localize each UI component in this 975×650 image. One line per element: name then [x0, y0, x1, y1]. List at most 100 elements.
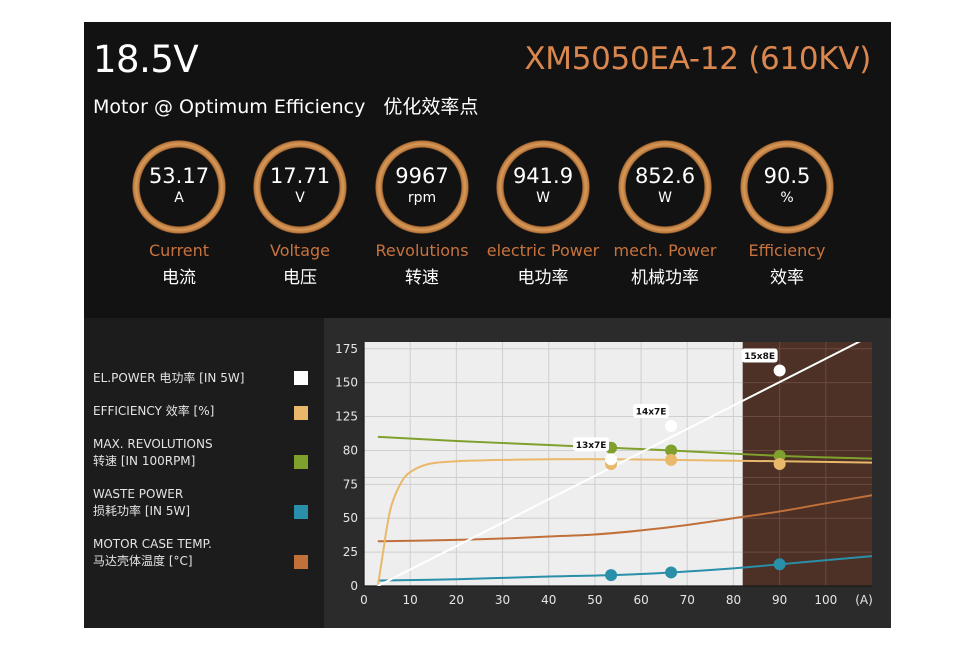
highlight-point-waste: [605, 569, 618, 582]
y-tick-label: 0: [350, 579, 358, 593]
gauge-label-cn: 转速: [405, 268, 439, 288]
chart-section: EL.POWER 电功率 [IN 5W] EFFICIENCY 效率 [%] M…: [84, 318, 891, 628]
highlight-point-waste: [665, 566, 678, 579]
x-tick-label: 100: [814, 593, 837, 607]
gauge-label-cn: 电功率: [517, 268, 569, 288]
highlight-point-efficiency: [773, 458, 786, 470]
subtitle-cn: 优化效率点: [383, 96, 479, 118]
legend-item-el-power: EL.POWER 电功率 [IN 5W]: [93, 370, 308, 387]
gauge-label-en: electric Power: [486, 241, 600, 260]
subtitle: Motor @ Optimum Efficiency 优化效率点: [93, 92, 478, 119]
x-tick-label: 60: [633, 593, 648, 607]
gauge-value: 852.6: [634, 164, 696, 188]
highlight-point-el-power: [773, 364, 786, 377]
gauge-ring: 941.9 W: [496, 140, 590, 234]
gauge-label-en: Efficiency: [748, 241, 826, 260]
point-label-box: [741, 348, 778, 363]
legend-label: WASTE POWER: [93, 487, 184, 501]
point-label-box: [573, 437, 610, 452]
legend-item-efficiency: EFFICIENCY 效率 [%]: [93, 403, 308, 420]
legend-label: EFFICIENCY 效率 [%]: [93, 404, 215, 418]
gauge-value: 90.5: [763, 164, 811, 188]
x-tick-label: 40: [541, 593, 556, 607]
x-tick-label: 10: [403, 593, 418, 607]
dashboard-panel: 18.5V XM5050EA-12 (610KV) Motor @ Optimu…: [84, 22, 891, 628]
legend-item-revolutions: MAX. REVOLUTIONS 转速 [IN 100RPM]: [93, 436, 308, 470]
gauge-label-en: Revolutions: [375, 241, 469, 260]
gauge-current: 53.17 A Current 电流: [119, 140, 239, 288]
performance-chart: 0 25 50 75 80 125 150 175 0 10 20 30 40 50 60 70 80 90 100…: [335, 342, 873, 607]
highlight-point-efficiency: [665, 453, 678, 466]
gauge-value: 9967: [395, 164, 449, 188]
gauge-unit: V: [295, 190, 305, 206]
gauge-label-cn: 电流: [162, 268, 196, 288]
gauge-efficiency: 90.5 % Efficiency 效率: [727, 140, 847, 288]
x-tick-label: 90: [772, 593, 787, 607]
gauge-unit: W: [658, 190, 672, 206]
x-tick-label: 70: [680, 593, 695, 607]
gauge-label-en: Current: [148, 241, 210, 260]
point-label-box: [633, 404, 670, 419]
highlight-point-el-power: [605, 453, 618, 466]
gauge-unit: A: [174, 190, 184, 206]
series-el-power: [377, 342, 861, 586]
subtitle-en: Motor @ Optimum Efficiency: [93, 96, 366, 118]
gauge-value: 17.71: [269, 164, 331, 188]
gauge-mech-power: 852.6 W mech. Power 机械功率: [605, 140, 725, 288]
gauge-ring: 53.17 A: [132, 140, 226, 234]
x-tick-label: 50: [587, 593, 602, 607]
legend-label-cn: 转速 [IN 100RPM]: [93, 454, 196, 468]
gauge-ring: 852.6 W: [618, 140, 712, 234]
gauge-unit: W: [536, 190, 550, 206]
gauge-ring: 17.71 V: [253, 140, 347, 234]
y-tick-label: 25: [343, 545, 358, 559]
gauge-unit: rpm: [407, 190, 437, 206]
highlight-point-revolutions: [665, 444, 678, 457]
gauge-unit: %: [780, 190, 794, 206]
model-title: XM5050EA-12 (610KV): [524, 41, 871, 77]
legend-swatch: [294, 505, 308, 519]
point-label: 13x7E: [576, 441, 607, 451]
legend-label: MOTOR CASE TEMP.: [93, 537, 212, 551]
legend-item-waste-power: WASTE POWER 损耗功率 [IN 5W]: [93, 486, 308, 520]
series-case-temp: [377, 494, 872, 543]
legend-label: MAX. REVOLUTIONS: [93, 437, 213, 451]
legend-swatch: [294, 455, 308, 469]
legend-item-case-temp: MOTOR CASE TEMP. 马达壳体温度 [°C]: [93, 536, 308, 570]
gauge-label-cn: 机械功率: [631, 268, 699, 288]
gauge-label-en: mech. Power: [613, 241, 717, 260]
gauge-voltage: 17.71 V Voltage 电压: [240, 140, 360, 288]
legend-swatch: [294, 555, 308, 569]
y-tick-label: 80: [343, 443, 358, 457]
x-tick-label: 20: [449, 593, 464, 607]
x-tick-label: 30: [495, 593, 510, 607]
gauge-label-en: Voltage: [269, 241, 330, 260]
gauge-revolutions: 9967 rpm Revolutions 转速: [362, 140, 482, 288]
voltage-title: 18.5V: [93, 38, 199, 81]
gauge-value: 941.9: [512, 164, 574, 188]
legend-swatch: [294, 406, 308, 420]
y-tick-label: 50: [343, 511, 358, 525]
point-label: 15x8E: [744, 352, 775, 362]
point-label: 14x7E: [636, 408, 667, 418]
gauge-label-cn: 电压: [283, 268, 317, 288]
highlight-point-waste: [773, 558, 786, 571]
y-tick-label: 75: [343, 477, 358, 491]
highlight-point-el-power: [665, 420, 678, 433]
motor-summary: 18.5V XM5050EA-12 (610KV) Motor @ Optimu…: [84, 22, 891, 318]
gauge-electric-power: 941.9 W electric Power 电功率: [483, 140, 603, 288]
legend-swatch: [294, 371, 308, 385]
gauge-value: 53.17: [148, 164, 210, 188]
x-tick-label: 0: [360, 593, 368, 607]
chart-legend: EL.POWER 电功率 [IN 5W] EFFICIENCY 效率 [%] M…: [84, 318, 324, 628]
x-axis-label: (A): [855, 593, 873, 607]
legend-label: EL.POWER 电功率 [IN 5W]: [93, 371, 245, 385]
y-tick-label: 175: [335, 342, 358, 356]
legend-label-cn: 马达壳体温度 [°C]: [93, 554, 193, 568]
x-tick-label: 80: [726, 593, 741, 607]
y-tick-label: 150: [335, 376, 358, 390]
shaded-region: [742, 342, 872, 586]
series-efficiency: [376, 458, 872, 586]
legend-label-cn: 损耗功率 [IN 5W]: [93, 504, 191, 518]
y-tick-label: 125: [335, 410, 358, 424]
